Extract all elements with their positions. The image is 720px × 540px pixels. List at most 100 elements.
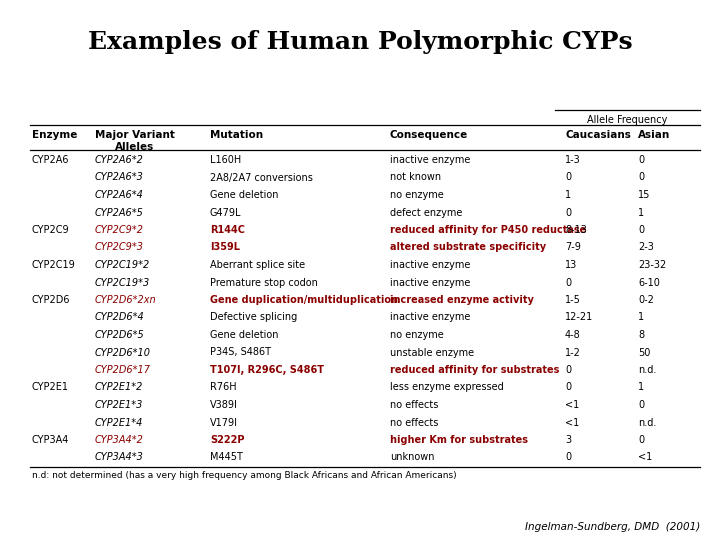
Text: 1-2: 1-2 — [565, 348, 581, 357]
Text: Aberrant splice site: Aberrant splice site — [210, 260, 305, 270]
Text: P34S, S486T: P34S, S486T — [210, 348, 271, 357]
Text: 8: 8 — [638, 330, 644, 340]
Text: 4-8: 4-8 — [565, 330, 581, 340]
Text: CYP2D6*10: CYP2D6*10 — [95, 348, 151, 357]
Text: 1-5: 1-5 — [565, 295, 581, 305]
Text: Gene duplication/multiduplication: Gene duplication/multiduplication — [210, 295, 398, 305]
Text: no enzyme: no enzyme — [390, 190, 444, 200]
Text: 13: 13 — [565, 260, 577, 270]
Text: 0: 0 — [565, 365, 571, 375]
Text: 0: 0 — [638, 225, 644, 235]
Text: 1: 1 — [638, 207, 644, 218]
Text: not known: not known — [390, 172, 441, 183]
Text: CYP2E1*3: CYP2E1*3 — [95, 400, 143, 410]
Text: Consequence: Consequence — [390, 130, 468, 140]
Text: inactive enzyme: inactive enzyme — [390, 313, 470, 322]
Text: defect enzyme: defect enzyme — [390, 207, 462, 218]
Text: CYP2A6*4: CYP2A6*4 — [95, 190, 144, 200]
Text: Asian: Asian — [638, 130, 670, 140]
Text: n.d.: n.d. — [638, 417, 657, 428]
Text: CYP3A4: CYP3A4 — [32, 435, 69, 445]
Text: CYP2D6: CYP2D6 — [32, 295, 71, 305]
Text: reduced affinity for P450 reductase: reduced affinity for P450 reductase — [390, 225, 586, 235]
Text: G479L: G479L — [210, 207, 241, 218]
Text: 3: 3 — [565, 435, 571, 445]
Text: 0-2: 0-2 — [638, 295, 654, 305]
Text: CYP2D6*17: CYP2D6*17 — [95, 365, 151, 375]
Text: less enzyme expressed: less enzyme expressed — [390, 382, 504, 393]
Text: CYP2D6*5: CYP2D6*5 — [95, 330, 145, 340]
Text: Allele Frequency: Allele Frequency — [588, 115, 667, 125]
Text: 6-10: 6-10 — [638, 278, 660, 287]
Text: n.d.: n.d. — [638, 365, 657, 375]
Text: 0: 0 — [565, 382, 571, 393]
Text: inactive enzyme: inactive enzyme — [390, 278, 470, 287]
Text: L160H: L160H — [210, 155, 241, 165]
Text: 0: 0 — [638, 400, 644, 410]
Text: CYP2A6*2: CYP2A6*2 — [95, 155, 144, 165]
Text: altered substrate specificity: altered substrate specificity — [390, 242, 546, 253]
Text: unstable enzyme: unstable enzyme — [390, 348, 474, 357]
Text: <1: <1 — [565, 400, 580, 410]
Text: 1: 1 — [638, 382, 644, 393]
Text: 1-3: 1-3 — [565, 155, 581, 165]
Text: 50: 50 — [638, 348, 650, 357]
Text: 0: 0 — [565, 207, 571, 218]
Text: Mutation: Mutation — [210, 130, 263, 140]
Text: 0: 0 — [638, 435, 644, 445]
Text: CYP2C19*3: CYP2C19*3 — [95, 278, 150, 287]
Text: <1: <1 — [638, 453, 652, 462]
Text: higher Km for substrates: higher Km for substrates — [390, 435, 528, 445]
Text: Ingelman-Sundberg, DMD  (2001): Ingelman-Sundberg, DMD (2001) — [525, 522, 700, 532]
Text: CYP2D6*4: CYP2D6*4 — [95, 313, 145, 322]
Text: 23-32: 23-32 — [638, 260, 666, 270]
Text: CYP3A4*3: CYP3A4*3 — [95, 453, 144, 462]
Text: I359L: I359L — [210, 242, 240, 253]
Text: Caucasians: Caucasians — [565, 130, 631, 140]
Text: Gene deletion: Gene deletion — [210, 330, 279, 340]
Text: 2-3: 2-3 — [638, 242, 654, 253]
Text: CYP2C19: CYP2C19 — [32, 260, 76, 270]
Text: Premature stop codon: Premature stop codon — [210, 278, 318, 287]
Text: CYP2A6*3: CYP2A6*3 — [95, 172, 144, 183]
Text: 1: 1 — [638, 313, 644, 322]
Text: V389I: V389I — [210, 400, 238, 410]
Text: M445T: M445T — [210, 453, 243, 462]
Text: 0: 0 — [638, 155, 644, 165]
Text: Examples of Human Polymorphic CYPs: Examples of Human Polymorphic CYPs — [88, 30, 632, 54]
Text: no enzyme: no enzyme — [390, 330, 444, 340]
Text: V179I: V179I — [210, 417, 238, 428]
Text: 0: 0 — [638, 172, 644, 183]
Text: CYP2E1*2: CYP2E1*2 — [95, 382, 143, 393]
Text: inactive enzyme: inactive enzyme — [390, 155, 470, 165]
Text: CYP2E1: CYP2E1 — [32, 382, 69, 393]
Text: Major Variant
Alleles: Major Variant Alleles — [95, 130, 175, 152]
Text: S222P: S222P — [210, 435, 245, 445]
Text: CYP2C9*3: CYP2C9*3 — [95, 242, 144, 253]
Text: R76H: R76H — [210, 382, 237, 393]
Text: 0: 0 — [565, 172, 571, 183]
Text: CYP2E1*4: CYP2E1*4 — [95, 417, 143, 428]
Text: CYP2C9*2: CYP2C9*2 — [95, 225, 144, 235]
Text: CYP2C19*2: CYP2C19*2 — [95, 260, 150, 270]
Text: CYP3A4*2: CYP3A4*2 — [95, 435, 144, 445]
Text: CYP2D6*2xn: CYP2D6*2xn — [95, 295, 157, 305]
Text: Defective splicing: Defective splicing — [210, 313, 297, 322]
Text: reduced affinity for substrates: reduced affinity for substrates — [390, 365, 559, 375]
Text: unknown: unknown — [390, 453, 434, 462]
Text: 15: 15 — [638, 190, 650, 200]
Text: 8-13: 8-13 — [565, 225, 587, 235]
Text: n.d: not determined (has a very high frequency among Black Africans and African : n.d: not determined (has a very high fre… — [32, 471, 456, 480]
Text: T107I, R296C, S486T: T107I, R296C, S486T — [210, 365, 324, 375]
Text: Enzyme: Enzyme — [32, 130, 77, 140]
Text: no effects: no effects — [390, 400, 438, 410]
Text: 2A8/2A7 conversions: 2A8/2A7 conversions — [210, 172, 313, 183]
Text: 1: 1 — [565, 190, 571, 200]
Text: 0: 0 — [565, 278, 571, 287]
Text: R144C: R144C — [210, 225, 245, 235]
Text: CYP2C9: CYP2C9 — [32, 225, 70, 235]
Text: CYP2A6*5: CYP2A6*5 — [95, 207, 144, 218]
Text: 7-9: 7-9 — [565, 242, 581, 253]
Text: 0: 0 — [565, 453, 571, 462]
Text: no effects: no effects — [390, 417, 438, 428]
